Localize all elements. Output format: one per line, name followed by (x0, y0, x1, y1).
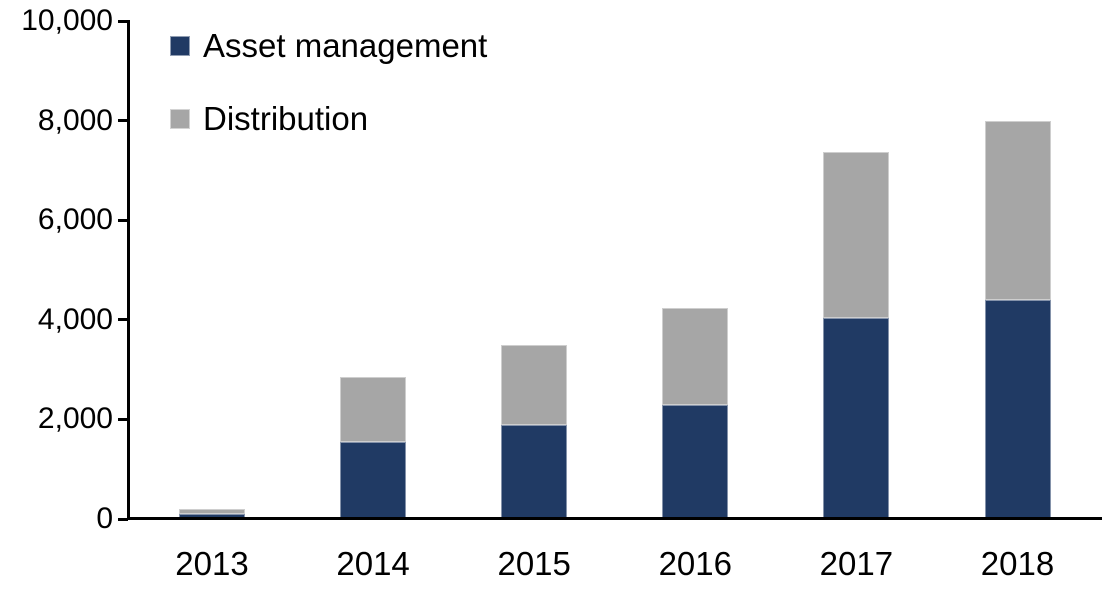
x-axis-line (127, 517, 1102, 520)
y-axis-tick-label-2000: 2,000 (37, 402, 113, 436)
legend-label-asset-management: Asset management (203, 27, 488, 64)
x-axis-label-2018: 2018 (980, 545, 1055, 582)
bar-segment-distribution-2016 (662, 308, 729, 405)
bar-segment-distribution-2015 (501, 344, 568, 426)
bar-segment-asset-management-2017 (823, 318, 890, 519)
y-axis-tick-label-0: 0 (96, 502, 113, 535)
x-axis-label-2014: 2014 (336, 545, 410, 582)
bar-segment-distribution-2013 (179, 508, 245, 515)
y-axis-tick-label-4000: 4,000 (37, 302, 113, 336)
bar-segment-distribution-2014 (340, 377, 407, 443)
legend-label-distribution: Distribution (203, 100, 369, 137)
y-axis-tick-mark (118, 417, 128, 421)
y-axis-tick-mark (118, 218, 128, 222)
y-axis-tick-mark (118, 119, 128, 123)
x-axis-label-2017: 2017 (819, 545, 894, 582)
bar-segment-asset-management-2015 (501, 425, 568, 519)
legend-item-distribution: Distribution (170, 99, 368, 139)
y-axis-line (127, 20, 130, 520)
bar-segment-asset-management-2016 (662, 404, 729, 519)
y-axis-tick-mark (118, 318, 128, 322)
legend-swatch-asset-management-icon (170, 36, 190, 56)
legend-item-asset-management: Asset management (170, 26, 487, 66)
y-axis-tick-label-10000: 10,000 (21, 4, 113, 37)
y-axis-tick-label-8000: 8,000 (37, 103, 113, 137)
y-axis-tick-mark (118, 517, 128, 521)
x-axis-label-2013: 2013 (175, 545, 249, 582)
bar-segment-asset-management-2014 (340, 442, 407, 519)
bar-segment-distribution-2018 (984, 120, 1051, 300)
bar-segment-distribution-2017 (823, 151, 890, 319)
x-axis-label-2015: 2015 (497, 545, 571, 582)
bar-segment-asset-management-2018 (984, 299, 1051, 519)
x-axis-label-2016: 2016 (658, 545, 732, 582)
y-axis-tick-label-6000: 6,000 (37, 203, 113, 237)
legend-swatch-distribution-icon (170, 109, 190, 129)
y-axis-tick-mark (118, 19, 128, 23)
